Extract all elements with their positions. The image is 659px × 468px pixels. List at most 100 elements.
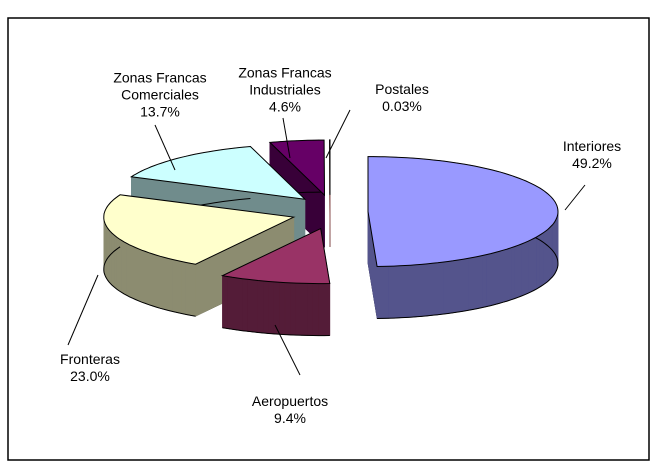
data-label: Aeropuertos 9.4% [252, 393, 328, 427]
slice-side [490, 252, 496, 306]
value-label: 49.2% [572, 155, 612, 171]
slice-side [510, 246, 515, 301]
slice-side [129, 244, 133, 299]
slice-side [442, 261, 449, 315]
slice-side [476, 255, 483, 309]
slice-side [164, 257, 169, 311]
slice-top [268, 139, 326, 197]
slice-side [543, 230, 546, 286]
slice-side [538, 233, 542, 289]
slice-side [152, 253, 157, 308]
slice-side [268, 281, 275, 335]
slice-side [242, 278, 248, 332]
value-label: 23.0% [70, 368, 110, 384]
slice-side [132, 245, 136, 300]
slice-side [506, 247, 512, 302]
slice-side [312, 283, 319, 336]
data-label: Postales 0.03% [375, 81, 429, 115]
slice-side [393, 265, 400, 319]
category-label: Postales [375, 81, 429, 97]
slice-side [160, 255, 165, 310]
slice-side [388, 265, 395, 319]
leader-line [274, 324, 301, 376]
slice-side [533, 236, 537, 291]
slice-side [494, 251, 500, 305]
category-label: Interiores [562, 138, 622, 154]
leader-line [282, 117, 291, 159]
category-label: Zonas Francas Industriales [238, 64, 332, 98]
slice-side [481, 254, 487, 308]
slice-side [376, 266, 384, 319]
slice-side [237, 277, 243, 332]
slice-side [168, 258, 173, 312]
slice-side [514, 244, 519, 300]
slice-side [148, 252, 153, 307]
slice-side [437, 261, 444, 316]
value-label: 4.6% [269, 98, 301, 115]
slice-side [421, 263, 428, 317]
slice-side [447, 260, 454, 314]
slice-side [176, 260, 182, 314]
slice-side [263, 280, 270, 334]
slice-side [222, 275, 228, 329]
slice-side [126, 242, 130, 298]
leaders [67, 109, 586, 376]
leader-line [154, 124, 176, 171]
slice-side [498, 249, 504, 304]
slice [220, 227, 331, 337]
slice-side [301, 282, 308, 336]
slice-side [273, 281, 280, 335]
slice-side [530, 238, 535, 293]
slice-side [540, 232, 544, 287]
slice-side [252, 279, 259, 333]
slice-side [467, 257, 474, 311]
slice-side [410, 264, 417, 318]
slice-side [457, 258, 464, 313]
slice-top [220, 227, 331, 285]
category-label: Zonas Francas Comerciales [113, 69, 207, 103]
slice-side [472, 256, 478, 310]
slice-side [279, 281, 286, 335]
slice-side [138, 248, 143, 303]
slice-edge [103, 246, 196, 317]
slice-side [527, 239, 532, 294]
slice-side [486, 253, 492, 307]
slice-side [452, 259, 459, 314]
value-label: 0.03% [382, 98, 422, 114]
slice-side [284, 282, 292, 336]
leader-line [67, 274, 99, 346]
leader-line [564, 184, 586, 211]
slice-side [185, 262, 192, 316]
slice-side [227, 276, 233, 330]
slice-side [502, 248, 508, 303]
slice-side [415, 264, 422, 318]
data-label: Zonas Francas Comerciales 13.7% [104, 70, 216, 121]
slice-side [295, 282, 303, 336]
slice-side [257, 280, 264, 334]
slice-top [129, 145, 307, 200]
slice-side [307, 283, 314, 336]
value-label: 9.4% [274, 410, 306, 426]
data-label: Interiores 49.2% [563, 138, 621, 172]
slice-side [172, 259, 178, 313]
slice-side [431, 262, 438, 316]
slice-side [145, 250, 150, 306]
slice-top [103, 194, 296, 265]
slice-side [156, 254, 161, 309]
slice-side [323, 283, 331, 336]
leader-line [325, 109, 351, 159]
slice [103, 194, 296, 317]
slice-side [290, 282, 297, 336]
slice-side [181, 261, 187, 315]
slice-side [382, 265, 389, 319]
data-label: Zonas Francas Industriales 4.6% [229, 65, 341, 116]
value-label: 13.7% [140, 103, 180, 120]
slice-side [426, 262, 433, 317]
slice-side [141, 249, 146, 304]
slices [103, 139, 559, 337]
slice-side [123, 241, 127, 296]
slice-side [135, 247, 139, 302]
category-label: Aeropuertos [251, 393, 329, 409]
